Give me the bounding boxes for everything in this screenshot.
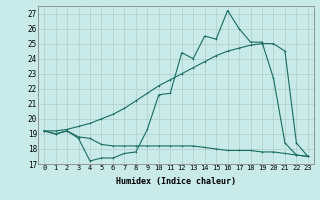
X-axis label: Humidex (Indice chaleur): Humidex (Indice chaleur): [116, 177, 236, 186]
